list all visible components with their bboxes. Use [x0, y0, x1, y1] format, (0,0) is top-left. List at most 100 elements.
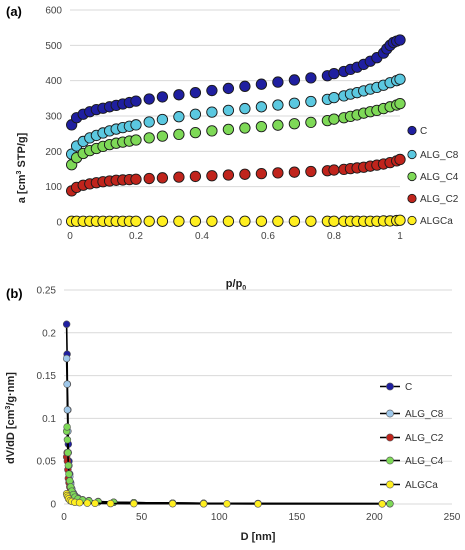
panel-a-data-point: [394, 34, 406, 46]
panel-b-data-point: [254, 500, 262, 508]
panel-a-legend-marker: [407, 125, 417, 136]
panel-b-y-tick-label: 0.2: [42, 328, 56, 339]
panel-a-data-point: [130, 215, 142, 227]
panel-a-data-point: [272, 119, 284, 131]
panel-a-data-point: [156, 130, 169, 142]
panel-a-legend-label: ALGCa: [420, 216, 453, 227]
panel-a-data-point: [143, 132, 155, 144]
panel-a-data-point: [272, 76, 284, 88]
panel-a-data-point: [328, 164, 340, 176]
panel-a-data-point: [156, 215, 169, 227]
panel-b-data-point: [63, 406, 72, 414]
panel-a-data-point: [328, 91, 340, 104]
panel-a-data-point: [288, 97, 301, 109]
panel-b-series-line: [65, 452, 390, 505]
panel-b-series-alg-c8: [62, 354, 386, 508]
panel-b-data-point: [62, 320, 71, 328]
panel-b-pore-size-distribution-chart: (b) 00.050.10.150.20.25 0 50 100 150 200 250 …: [5, 286, 461, 544]
panel-a-legend-item: ALG_C4: [407, 171, 459, 183]
panel-a-data-point: [173, 171, 185, 183]
panel-a-data-point: [206, 84, 218, 97]
panel-b-gridlines: [64, 289, 452, 505]
panel-a-y-tick-label: 500: [45, 41, 62, 52]
panel-b-legend-label: ALGCa: [405, 480, 438, 491]
panel-a-x-tick-label: 0.8: [327, 231, 341, 242]
panel-a-data-point: [130, 119, 142, 131]
panel-a-data-point: [305, 72, 317, 84]
panel-a-data-point: [206, 215, 218, 227]
panel-a-legend-marker: [407, 193, 417, 204]
panel-a-y-tick-label: 600: [45, 6, 62, 17]
panel-a-data-point: [156, 113, 169, 126]
panel-a-legend-item: ALGCa: [407, 215, 453, 227]
panel-b-series-line: [65, 358, 383, 505]
panel-b-legend-item: C: [380, 382, 412, 393]
panel-a-data-point: [239, 168, 251, 180]
panel-b-x-tick-label: 250: [444, 512, 461, 523]
panel-a-legend-label: ALG_C4: [420, 172, 459, 183]
panel-a-data-point: [143, 172, 155, 185]
panel-b-legend-item: ALGCa: [380, 480, 438, 491]
panel-a-data-point: [305, 165, 317, 178]
panel-a-data-point: [239, 80, 251, 92]
panel-a-legend-marker: [407, 215, 417, 226]
panel-a-data-point: [206, 106, 218, 118]
panel-a-data-point: [272, 99, 284, 111]
panel-a-data-point: [394, 73, 406, 85]
panel-b-y-tick-label: 0.1: [42, 414, 56, 425]
panel-b-x-axis-title: D [nm]: [241, 531, 276, 543]
panel-b-legend-label: ALG_C8: [405, 409, 444, 420]
panel-a-label: (a): [6, 4, 22, 19]
panel-b-series-alg-c4: [62, 423, 394, 508]
panel-b-series-c: [62, 320, 394, 508]
panel-a-y-tick-labels: 0 100 200 300 400 500 600: [45, 6, 62, 229]
panel-a-data-point: [222, 82, 235, 95]
panel-a-x-axis-title: p/p0: [226, 278, 247, 292]
panel-a-data-point: [394, 214, 406, 226]
panel-a-data-point: [130, 134, 142, 146]
panel-a-data-point: [173, 128, 185, 141]
panel-b-legend-label: ALG_C4: [405, 456, 444, 467]
panel-b-data-point: [63, 423, 71, 431]
panel-b-series-line: [65, 324, 390, 505]
panel-b-data-point: [63, 380, 71, 388]
panel-a-x-tick-labels: 0 0.2 0.4 0.6 0.8 1: [67, 231, 403, 242]
panel-b-legend-marker: [386, 409, 394, 418]
panel-a-series-alg-c4: [66, 97, 406, 171]
panel-a-legend: C ALG_C8 ALG_C4 ALG_C2 ALGCa: [407, 125, 459, 227]
panel-b-data-point: [223, 500, 231, 508]
panel-b-series-alg-c2: [62, 448, 394, 508]
panel-b-data-point: [66, 477, 74, 485]
panel-a-data-point: [255, 78, 268, 90]
panel-a-data-point: [305, 215, 317, 227]
panel-a-isotherm-chart: (a) 0 100 200 300 400 500 600 0 0.2 0.4 0.6 0.8 1 C…: [6, 4, 459, 292]
panel-a-series-c: [66, 34, 406, 131]
panel-b-legend-item: ALG_C2: [380, 433, 444, 444]
panel-a-x-tick-label: 0.2: [129, 231, 143, 242]
panel-b-data-point: [64, 461, 73, 470]
panel-a-legend-marker: [407, 149, 417, 160]
panel-a-data-point: [143, 93, 155, 105]
panel-a-data-point: [288, 215, 301, 227]
panel-b-series-line: [65, 426, 390, 505]
panel-b-data-point: [91, 499, 99, 508]
panel-a-data-point: [328, 67, 340, 80]
panel-a-data-point: [173, 215, 185, 227]
panel-a-y-tick-label: 200: [45, 147, 62, 158]
panel-a-x-tick-label: 0.6: [261, 231, 275, 242]
panel-b-data-point: [378, 500, 386, 508]
panel-b-legend-marker: [386, 480, 394, 489]
panel-a-x-tick-label: 0: [67, 231, 73, 242]
panel-b-data-point: [386, 500, 394, 508]
panel-a-data-point: [189, 108, 202, 120]
panel-a-series-alg-c2: [66, 153, 406, 197]
panel-a-x-tick-label: 1: [397, 231, 403, 242]
panel-b-legend-marker: [386, 433, 394, 442]
panel-a-y-tick-label: 400: [45, 76, 62, 87]
panel-a-legend-item: ALG_C2: [407, 193, 459, 205]
panel-a-data-point: [156, 172, 169, 184]
panel-a-data-point: [143, 116, 155, 128]
panel-b-data-point: [62, 354, 71, 363]
panel-b-data-point: [64, 448, 72, 457]
panel-a-data-point: [222, 104, 235, 116]
